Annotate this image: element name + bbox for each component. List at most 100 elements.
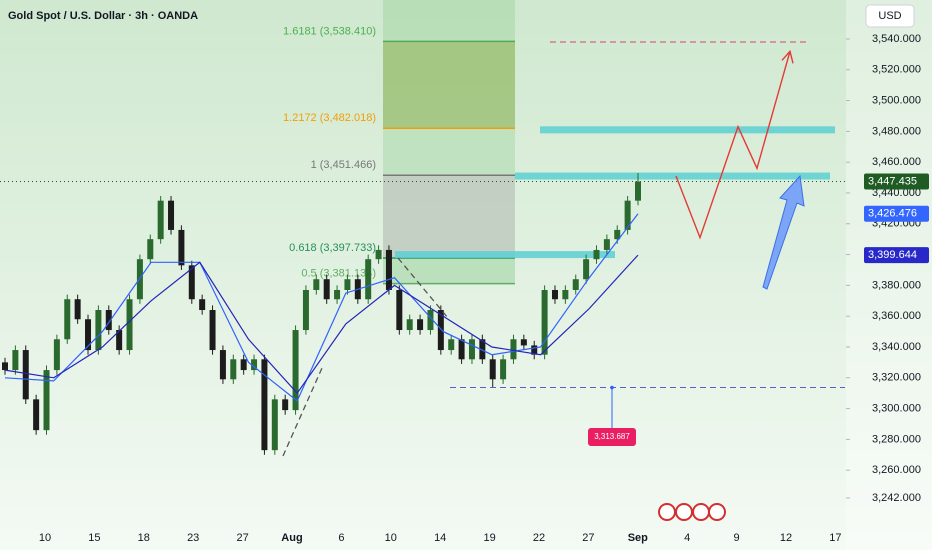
candle-body: [209, 310, 216, 351]
x-tick-label: 14: [434, 532, 446, 544]
price-axis-area: [846, 0, 932, 550]
low-dot: [610, 385, 614, 390]
candle-body: [22, 350, 29, 400]
candle-body: [396, 289, 403, 331]
x-tick-label: 10: [39, 532, 51, 544]
low-badge: [588, 428, 636, 446]
y-tick-label: 3,280.000: [872, 433, 921, 445]
candle-body: [583, 259, 590, 280]
price-marker: [864, 173, 929, 190]
x-tick-label: 12: [780, 532, 792, 544]
candle-body: [313, 279, 320, 290]
candle-body: [500, 359, 507, 380]
candle-body: [593, 249, 600, 260]
fib-label: 0.5 (3,381.134): [301, 268, 376, 280]
candle-body: [531, 345, 538, 355]
candle-body: [168, 200, 175, 230]
fib-zone: [383, 258, 515, 284]
flag-icon[interactable]: [675, 503, 693, 521]
candle-body: [33, 399, 40, 431]
y-tick-label: 3,380.000: [872, 279, 921, 291]
x-tick-label: 22: [533, 532, 545, 544]
x-tick-label: 19: [483, 532, 495, 544]
chart-title: Gold Spot / U.S. Dollar · 3h · OANDA: [8, 10, 198, 22]
flag-icon[interactable]: [708, 503, 726, 521]
y-tick-label: 3,480.000: [872, 125, 921, 137]
x-tick-label: 27: [236, 532, 248, 544]
flag-icon[interactable]: [658, 503, 676, 521]
candle-body: [188, 265, 195, 300]
fib-zone: [383, 175, 515, 259]
candle-body: [199, 299, 206, 311]
candle-body: [635, 181, 641, 201]
x-tick-label: 23: [187, 532, 199, 544]
candle-body: [448, 339, 455, 351]
candle-body: [282, 399, 289, 411]
candle-body: [302, 289, 309, 331]
candle-body: [406, 319, 413, 331]
candle-body: [157, 200, 164, 240]
candle-body: [240, 359, 247, 371]
y-tick-label: 3,500.000: [872, 94, 921, 106]
candle-body: [230, 359, 237, 380]
projection: [675, 51, 791, 240]
candle-body: [85, 319, 92, 351]
candle-body: [479, 339, 486, 360]
x-tick-label: Aug: [281, 532, 302, 544]
currency-button[interactable]: [865, 4, 915, 28]
flags: [658, 503, 726, 521]
zone: [515, 172, 830, 180]
candle-body: [458, 339, 465, 360]
price-marker: [864, 247, 929, 264]
candle-body: [468, 339, 475, 360]
price-marker: [864, 205, 929, 222]
projection-head: [781, 49, 794, 64]
candle-body: [375, 249, 382, 260]
candle-body: [95, 310, 102, 351]
candle-body: [437, 310, 444, 351]
candle-body: [624, 200, 631, 230]
candle-body: [417, 319, 424, 331]
price-marker-label: 3,426.476: [868, 208, 917, 220]
candle-body: [178, 229, 185, 266]
y-tick-label: 3,340.000: [872, 341, 921, 353]
zone: [395, 251, 615, 259]
trend-line: [397, 257, 449, 319]
y-tick-label: 3,540.000: [872, 33, 921, 45]
trend-line: [282, 367, 323, 457]
candle-body: [385, 249, 392, 290]
candle-body: [53, 339, 60, 371]
candle-body: [64, 299, 71, 340]
candle-body: [2, 362, 8, 371]
currency-label: USD: [878, 10, 901, 22]
candle-body: [489, 359, 496, 380]
candle-body: [603, 239, 610, 250]
candle-body: [551, 289, 558, 300]
candle-body: [614, 229, 621, 240]
y-tick-label: 3,260.000: [872, 464, 921, 476]
price-marker-label: 3,447.435: [868, 175, 917, 187]
candle-body: [126, 299, 133, 351]
fib-label: 1.2172 (3,482.018): [283, 112, 376, 124]
candle-body: [251, 359, 258, 371]
candle-body: [344, 279, 351, 290]
candle-body: [365, 259, 372, 300]
fib-zone: [383, 0, 515, 176]
candle-body: [323, 279, 330, 300]
x-tick-label: 17: [829, 532, 841, 544]
candle-body: [116, 330, 123, 351]
flag-icon[interactable]: [692, 503, 710, 521]
candle-body: [562, 289, 569, 300]
candle-body: [271, 399, 278, 451]
candle-body: [43, 370, 50, 431]
price-marker-label: 3,399.644: [868, 249, 917, 261]
candle-body: [334, 289, 341, 300]
x-tick-label: 27: [582, 532, 594, 544]
candle-body: [261, 359, 268, 451]
x-tick-label: 15: [88, 532, 100, 544]
fib-label: 0.618 (3,397.733): [289, 242, 376, 254]
candle-body: [105, 310, 112, 331]
fib-zone: [383, 41, 515, 129]
